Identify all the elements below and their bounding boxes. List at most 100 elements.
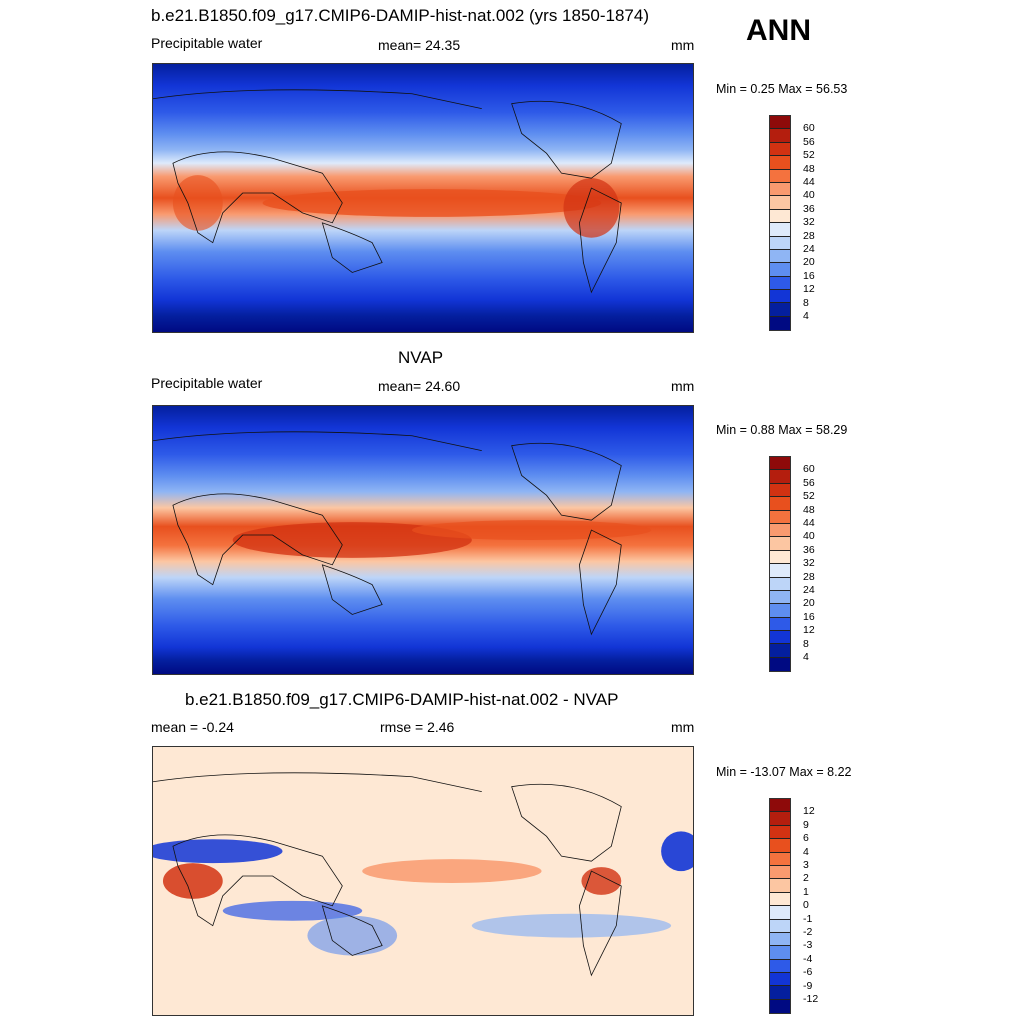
panel1-colorbar-box: [770, 276, 790, 291]
panel3-colorbar-box: [770, 919, 790, 933]
colorbar-tick-label: 60: [803, 122, 815, 135]
panel2-units-label: mm: [671, 378, 695, 394]
panel1-colorbar-box: [770, 263, 790, 277]
panel2-colorbar-box: [770, 523, 790, 538]
panel1-colorbar-box: [770, 116, 790, 130]
panel2-minmax-label: Min = 0.88 Max = 58.29: [716, 423, 848, 437]
colorbar-tick-label: 24: [803, 584, 815, 596]
panel1-colorbar-box: [770, 236, 790, 250]
colorbar-tick-label: 4: [803, 310, 809, 322]
panel1-mean-label: mean= 24.35: [378, 37, 461, 53]
colorbar-tick-label: 40: [803, 189, 815, 202]
colorbar-tick-label: 60: [803, 463, 815, 476]
colorbar-tick-label: -4: [803, 952, 813, 965]
panel2-colorbar-box: [770, 604, 790, 618]
colorbar-tick-label: -2: [803, 926, 813, 938]
panel2-colorbar-box: [770, 550, 790, 565]
panel2-colorbar-box: [770, 617, 790, 632]
panel1-minmax-label: Min = 0.25 Max = 56.53: [716, 82, 848, 96]
panel3-colorbar-box: [770, 852, 790, 866]
colorbar-tick-label: 4: [803, 845, 809, 858]
colorbar-tick-label: 8: [803, 637, 809, 650]
panel1-colorbar-box: [770, 196, 790, 210]
panel1-colorbar-box: [770, 156, 790, 170]
colorbar-tick-label: -6: [803, 966, 813, 979]
colorbar-tick-label: 8: [803, 296, 809, 309]
panel3-colorbar-box: [770, 812, 790, 826]
panel2-colorbar-box: [770, 657, 790, 672]
colorbar-tick-label: 48: [803, 503, 815, 516]
colorbar-tick-label: 44: [803, 176, 815, 188]
panel2-title: NVAP: [398, 348, 444, 367]
panel2-colorbar-box: [770, 644, 790, 658]
panel2-colorbar-box: [770, 483, 790, 498]
panel3-colorbar-box: [770, 973, 790, 987]
panel3-rmse-label: rmse = 2.46: [380, 719, 455, 735]
panel1-title: b.e21.B1850.f09_g17.CMIP6-DAMIP-hist-nat…: [151, 6, 649, 25]
panel3-colorbar-box: [770, 932, 790, 947]
panel1-variable-label: Precipitable water: [151, 35, 263, 51]
panel2-mean-label: mean= 24.60: [378, 378, 461, 394]
panel1-colorbar-box: [770, 182, 790, 197]
panel3-colorbar-box: [770, 906, 790, 920]
panel2-colorbar-box: [770, 457, 790, 471]
panel3-colorbar-box: [770, 879, 790, 893]
panel3-colorbar-box: [770, 959, 790, 974]
panel1-colorbar-box: [770, 249, 790, 264]
panel3-map: [152, 746, 694, 1016]
panel1-map: [152, 63, 694, 333]
panel2-variable-label: Precipitable water: [151, 375, 263, 391]
panel3-colorbar-box: [770, 865, 790, 880]
panel3-colorbar-box: [770, 825, 790, 840]
colorbar-tick-label: 52: [803, 149, 815, 162]
panel2-colorbar-box: [770, 564, 790, 578]
colorbar-tick-label: 3: [803, 859, 809, 871]
colorbar-tick-label: 44: [803, 517, 815, 529]
panel3-colorbar-box: [770, 946, 790, 960]
colorbar-tick-label: 28: [803, 570, 815, 583]
panel3-minmax-label: Min = -13.07 Max = 8.22: [716, 765, 852, 779]
colorbar-tick-label: 56: [803, 476, 815, 489]
colorbar-tick-label: 12: [803, 283, 815, 296]
panel1-units-label: mm: [671, 37, 695, 53]
panel3-colorbar-box: [770, 892, 790, 907]
panel2-colorbar-box: [770, 497, 790, 511]
colorbar-tick-label: 56: [803, 135, 815, 148]
panel3-colorbar-box: [770, 839, 790, 853]
colorbar-tick-label: 12: [803, 805, 815, 818]
colorbar-tick-label: -1: [803, 912, 813, 925]
colorbar-tick-label: 36: [803, 202, 815, 215]
panel3-colorbar-box: [770, 999, 790, 1014]
panel3-units-label: mm: [671, 719, 695, 735]
colorbar-tick-label: 28: [803, 229, 815, 242]
panel2-colorbar-box: [770, 537, 790, 551]
colorbar-tick-label: 4: [803, 651, 809, 663]
season-label: ANN: [746, 14, 811, 47]
colorbar-tick-label: 12: [803, 624, 815, 637]
colorbar-tick-label: 0: [803, 899, 809, 912]
panel3-mean-label: mean = -0.24: [151, 719, 234, 735]
colorbar-tick-label: 40: [803, 530, 815, 543]
colorbar-tick-label: 9: [803, 818, 809, 831]
colorbar-tick-label: 36: [803, 543, 815, 556]
colorbar-tick-label: 16: [803, 610, 815, 623]
colorbar-tick-label: 48: [803, 162, 815, 175]
panel3-colorbar-box: [770, 986, 790, 1000]
colorbar-tick-label: -12: [803, 993, 819, 1005]
colorbar-tick-label: 1: [803, 885, 809, 898]
panel2-colorbar-box: [770, 510, 790, 524]
panel1-colorbar-box: [770, 142, 790, 157]
colorbar-tick-label: 24: [803, 243, 815, 255]
panel1-colorbar-box: [770, 290, 790, 304]
panel3-title: b.e21.B1850.f09_g17.CMIP6-DAMIP-hist-nat…: [185, 690, 619, 709]
panel1-colorbar-box: [770, 169, 790, 183]
colorbar-tick-label: 52: [803, 490, 815, 503]
colorbar-tick-label: 16: [803, 269, 815, 282]
panel2-colorbar-box: [770, 577, 790, 591]
colorbar-tick-label: 6: [803, 832, 809, 845]
panel1-colorbar-box: [770, 129, 790, 143]
panel1-colorbar-box: [770, 316, 790, 331]
panel2-map: [152, 405, 694, 675]
panel3-colorbar-box: [770, 799, 790, 813]
panel2-colorbar: [769, 456, 791, 673]
